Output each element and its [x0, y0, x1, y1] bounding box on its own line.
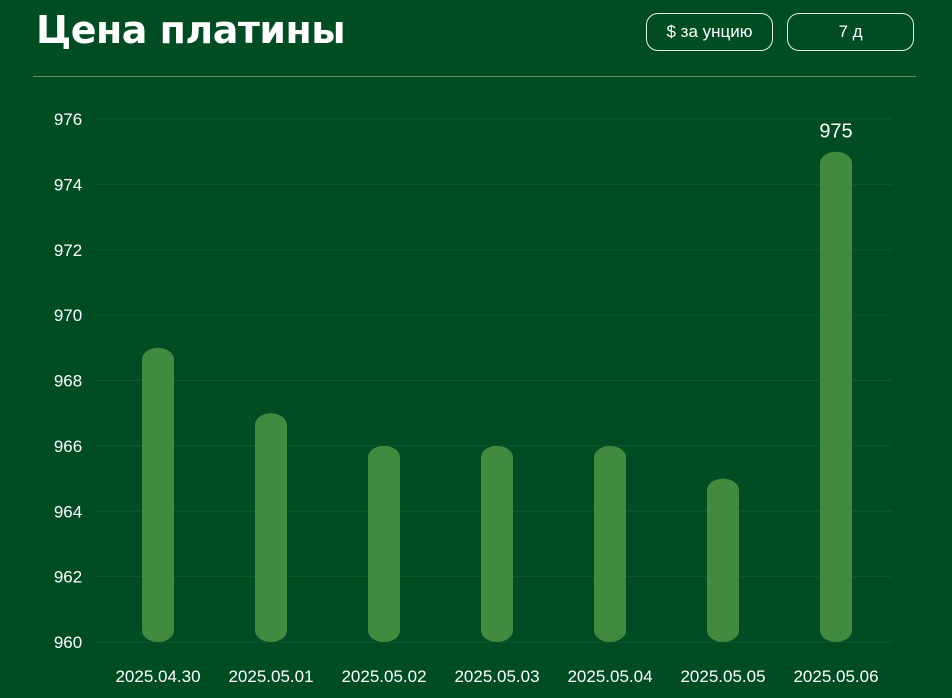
bars	[142, 151, 852, 642]
y-tick-label: 966	[54, 437, 82, 456]
data-labels: 975	[819, 121, 852, 143]
data-label: 975	[819, 121, 852, 143]
page-title: Цена платины	[36, 8, 346, 52]
y-tick-label: 970	[54, 306, 82, 325]
x-tick-label: 2025.05.02	[341, 667, 426, 686]
bar[interactable]	[594, 445, 626, 642]
x-tick-label: 2025.05.06	[793, 667, 878, 686]
bar[interactable]	[707, 478, 739, 642]
period-button[interactable]: 7 д	[787, 13, 914, 51]
y-tick-label: 962	[54, 568, 82, 587]
bar[interactable]	[481, 445, 513, 642]
bar[interactable]	[820, 151, 852, 642]
y-axis-ticks: 960 962 964 966 968 970 972 974 976	[54, 110, 82, 652]
y-tick-label: 976	[54, 110, 82, 129]
unit-button[interactable]: $ за унцию	[646, 13, 773, 51]
bar[interactable]	[142, 347, 174, 642]
y-tick-label: 968	[54, 372, 82, 391]
x-tick-label: 2025.04.30	[115, 667, 200, 686]
x-tick-label: 2025.05.03	[454, 667, 539, 686]
x-axis-ticks: 2025.04.30 2025.05.01 2025.05.02 2025.05.03…	[115, 667, 878, 686]
y-tick-label: 964	[54, 502, 82, 521]
bar[interactable]	[368, 445, 400, 642]
x-tick-label: 2025.05.05	[680, 667, 765, 686]
y-tick-label: 960	[54, 633, 82, 652]
y-tick-label: 974	[54, 175, 82, 194]
grid-lines	[96, 118, 892, 643]
x-tick-label: 2025.05.04	[567, 667, 652, 686]
bar[interactable]	[255, 413, 287, 642]
header-divider	[33, 76, 916, 77]
y-tick-label: 972	[54, 241, 82, 260]
x-tick-label: 2025.05.01	[228, 667, 313, 686]
